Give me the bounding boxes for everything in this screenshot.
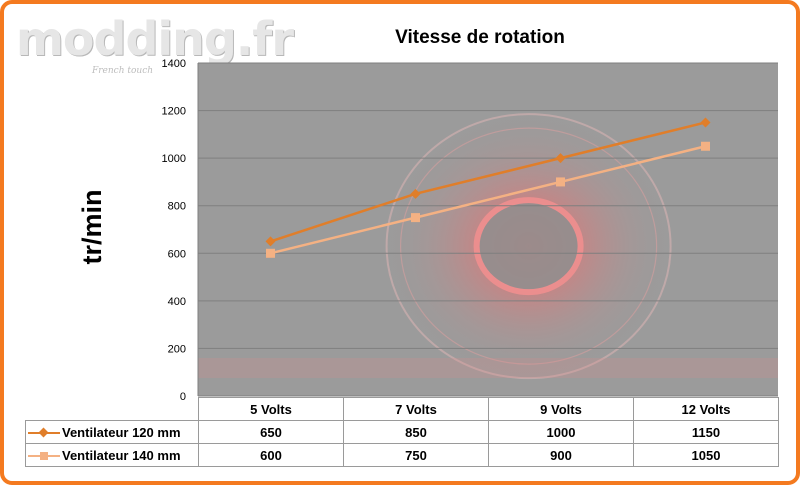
table-cell: 1150 xyxy=(633,420,779,444)
legend-entry-140mm: Ventilateur 140 mm xyxy=(25,443,199,467)
legend-key-diamond-icon xyxy=(28,427,60,438)
table-category-header: 7 Volts xyxy=(343,397,489,421)
series-line-2 xyxy=(270,145,706,255)
y-tick-label: 1200 xyxy=(162,106,186,118)
legend-label: Ventilateur 120 mm xyxy=(62,424,181,440)
logo: modding.fr xyxy=(16,12,294,66)
y-tick-label: 1400 xyxy=(162,58,186,70)
legend-entry-120mm: Ventilateur 120 mm xyxy=(25,420,199,444)
table-cell: 750 xyxy=(343,443,489,467)
table-category-header: 9 Volts xyxy=(488,397,634,421)
table-cell: 1050 xyxy=(633,443,779,467)
y-tick-label: 1000 xyxy=(162,153,186,165)
chart-title: Vitesse de rotation xyxy=(395,27,565,48)
data-point xyxy=(411,213,420,223)
data-point xyxy=(410,188,421,199)
logo-tagline: French touch xyxy=(92,66,154,76)
data-table: 5 Volts 7 Volts 9 Volts 12 Volts Ventila… xyxy=(25,397,779,467)
series-line-1 xyxy=(270,121,706,243)
data-point xyxy=(266,248,275,258)
fan-reflection xyxy=(198,358,778,378)
y-tick-label: 600 xyxy=(168,248,186,260)
data-point xyxy=(700,117,711,128)
fan-ring-outer xyxy=(385,113,672,380)
table-header-row: 5 Volts 7 Volts 9 Volts 12 Volts xyxy=(26,397,779,421)
y-tick-label: 400 xyxy=(168,296,186,308)
table-category-header: 5 Volts xyxy=(198,397,344,421)
table-cell: 850 xyxy=(343,420,489,444)
table-category-header: 12 Volts xyxy=(633,397,779,421)
table-cell: 1000 xyxy=(488,420,634,444)
data-point xyxy=(701,141,710,151)
y-tick-label: 0 xyxy=(180,391,186,403)
table-cell: 600 xyxy=(198,443,344,467)
table-row: Ventilateur 120 mm 650 850 1000 1150 xyxy=(25,420,779,444)
fan-hub xyxy=(473,197,584,296)
table-cell: 650 xyxy=(198,420,344,444)
table-cell: 900 xyxy=(488,443,634,467)
legend-label: Ventilateur 140 mm xyxy=(62,447,181,463)
table-row: Ventilateur 140 mm 600 750 900 1050 xyxy=(25,443,779,467)
data-point xyxy=(556,177,565,187)
legend-key-square-icon xyxy=(28,451,60,461)
y-tick-label: 800 xyxy=(168,201,186,213)
data-point xyxy=(265,236,276,247)
data-point xyxy=(555,153,566,164)
fan-ring-mid xyxy=(399,127,658,365)
y-tick-label: 200 xyxy=(168,343,186,355)
